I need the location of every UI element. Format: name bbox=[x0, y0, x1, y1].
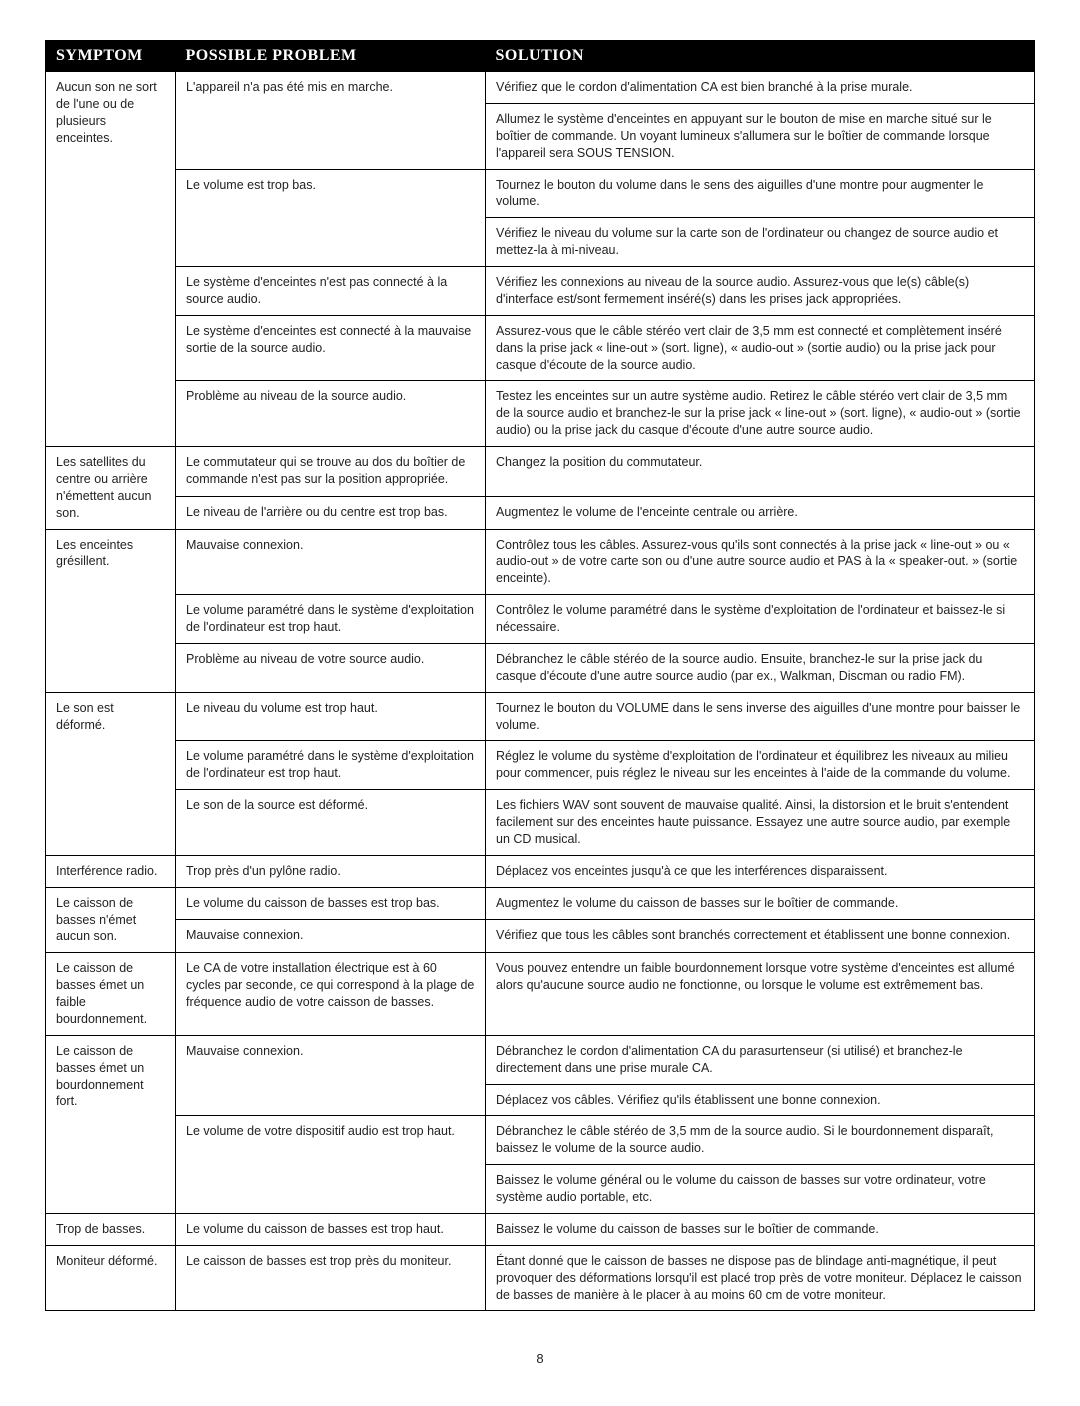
solution-cell: Débranchez le câble stéréo de 3,5 mm de … bbox=[486, 1116, 1035, 1165]
problem-cell: Le niveau de l'arrière ou du centre est … bbox=[176, 496, 486, 529]
table-row: Mauvaise connexion.Vérifiez que tous les… bbox=[46, 920, 1035, 953]
table-row: Interférence radio.Trop près d'un pylône… bbox=[46, 855, 1035, 887]
symptom-cell: Interférence radio. bbox=[46, 855, 176, 887]
problem-cell: Le commutateur qui se trouve au dos du b… bbox=[176, 447, 486, 497]
table-row: Trop de basses.Le volume du caisson de b… bbox=[46, 1213, 1035, 1245]
problem-cell: Le système d'enceintes n'est pas connect… bbox=[176, 267, 486, 316]
solution-cell: Vérifiez le niveau du volume sur la cart… bbox=[486, 218, 1035, 267]
solution-cell: Changez la position du commutateur. bbox=[486, 447, 1035, 497]
solution-cell: Contrôlez tous les câbles. Assurez-vous … bbox=[486, 529, 1035, 595]
symptom-cell: Les enceintes grésillent. bbox=[46, 529, 176, 692]
problem-cell: Le système d'enceintes est connecté à la… bbox=[176, 315, 486, 381]
solution-cell: Vérifiez que tous les câbles sont branch… bbox=[486, 920, 1035, 953]
solution-cell: Débranchez le cordon d'alimentation CA d… bbox=[486, 1035, 1035, 1084]
header-symptom: SYMPTOM bbox=[46, 41, 176, 72]
problem-cell: Le caisson de basses est trop près du mo… bbox=[176, 1245, 486, 1311]
problem-cell: Mauvaise connexion. bbox=[176, 529, 486, 595]
solution-cell: Les fichiers WAV sont souvent de mauvais… bbox=[486, 790, 1035, 856]
solution-cell: Vous pouvez entendre un faible bourdonne… bbox=[486, 953, 1035, 1036]
solution-cell: Étant donné que le caisson de basses ne … bbox=[486, 1245, 1035, 1311]
troubleshooting-table: SYMPTOM POSSIBLE PROBLEM SOLUTION Aucun … bbox=[45, 40, 1035, 1311]
table-row: Le son de la source est déformé.Les fich… bbox=[46, 790, 1035, 856]
table-row: Les satellites du centre ou arrière n'ém… bbox=[46, 447, 1035, 497]
solution-cell: Assurez-vous que le câble stéréo vert cl… bbox=[486, 315, 1035, 381]
solution-cell: Tournez le bouton du volume dans le sens… bbox=[486, 169, 1035, 218]
symptom-cell: Le caisson de basses n'émet aucun son. bbox=[46, 887, 176, 953]
table-row: Problème au niveau de votre source audio… bbox=[46, 643, 1035, 692]
table-row: Le volume est trop bas.Tournez le bouton… bbox=[46, 169, 1035, 218]
table-row: Les enceintes grésillent.Mauvaise connex… bbox=[46, 529, 1035, 595]
solution-cell: Baissez le volume général ou le volume d… bbox=[486, 1165, 1035, 1214]
solution-cell: Débranchez le câble stéréo de la source … bbox=[486, 643, 1035, 692]
problem-cell: Le volume du caisson de basses est trop … bbox=[176, 887, 486, 920]
solution-cell: Vérifiez que le cordon d'alimentation CA… bbox=[486, 72, 1035, 104]
header-problem: POSSIBLE PROBLEM bbox=[176, 41, 486, 72]
table-row: Le volume de votre dispositif audio est … bbox=[46, 1116, 1035, 1165]
symptom-cell: Moniteur déformé. bbox=[46, 1245, 176, 1311]
problem-cell: Le volume paramétré dans le système d'ex… bbox=[176, 595, 486, 644]
problem-cell: Le volume du caisson de basses est trop … bbox=[176, 1213, 486, 1245]
table-row: Le volume paramétré dans le système d'ex… bbox=[46, 741, 1035, 790]
problem-cell: Mauvaise connexion. bbox=[176, 1035, 486, 1116]
symptom-cell: Les satellites du centre ou arrière n'ém… bbox=[46, 447, 176, 530]
problem-cell: Trop près d'un pylône radio. bbox=[176, 855, 486, 887]
table-row: Aucun son ne sort de l'une ou de plusieu… bbox=[46, 72, 1035, 104]
symptom-cell: Le caisson de basses émet un faible bour… bbox=[46, 953, 176, 1036]
problem-cell: Le son de la source est déformé. bbox=[176, 790, 486, 856]
problem-cell: Le CA de votre installation électrique e… bbox=[176, 953, 486, 1036]
problem-cell: Problème au niveau de votre source audio… bbox=[176, 643, 486, 692]
solution-cell: Allumez le système d'enceintes en appuya… bbox=[486, 103, 1035, 169]
table-row: Le caisson de basses émet un faible bour… bbox=[46, 953, 1035, 1036]
table-row: Le son est déformé.Le niveau du volume e… bbox=[46, 692, 1035, 741]
header-solution: SOLUTION bbox=[486, 41, 1035, 72]
solution-cell: Baissez le volume du caisson de basses s… bbox=[486, 1213, 1035, 1245]
solution-cell: Augmentez le volume de l'enceinte centra… bbox=[486, 496, 1035, 529]
solution-cell: Augmentez le volume du caisson de basses… bbox=[486, 887, 1035, 920]
solution-cell: Vérifiez les connexions au niveau de la … bbox=[486, 267, 1035, 316]
table-row: Le caisson de basses n'émet aucun son.Le… bbox=[46, 887, 1035, 920]
problem-cell: Le volume paramétré dans le système d'ex… bbox=[176, 741, 486, 790]
solution-cell: Tournez le bouton du VOLUME dans le sens… bbox=[486, 692, 1035, 741]
solution-cell: Contrôlez le volume paramétré dans le sy… bbox=[486, 595, 1035, 644]
solution-cell: Déplacez vos câbles. Vérifiez qu'ils éta… bbox=[486, 1084, 1035, 1116]
symptom-cell: Aucun son ne sort de l'une ou de plusieu… bbox=[46, 72, 176, 447]
solution-cell: Déplacez vos enceintes jusqu'à ce que le… bbox=[486, 855, 1035, 887]
problem-cell: Problème au niveau de la source audio. bbox=[176, 381, 486, 447]
page-number: 8 bbox=[45, 1351, 1035, 1366]
solution-cell: Testez les enceintes sur un autre systèm… bbox=[486, 381, 1035, 447]
symptom-cell: Le son est déformé. bbox=[46, 692, 176, 855]
problem-cell: Mauvaise connexion. bbox=[176, 920, 486, 953]
problem-cell: L'appareil n'a pas été mis en marche. bbox=[176, 72, 486, 170]
solution-cell: Réglez le volume du système d'exploitati… bbox=[486, 741, 1035, 790]
problem-cell: Le volume est trop bas. bbox=[176, 169, 486, 267]
table-row: Problème au niveau de la source audio.Te… bbox=[46, 381, 1035, 447]
symptom-cell: Le caisson de basses émet un bourdonneme… bbox=[46, 1035, 176, 1213]
problem-cell: Le niveau du volume est trop haut. bbox=[176, 692, 486, 741]
symptom-cell: Trop de basses. bbox=[46, 1213, 176, 1245]
table-row: Le système d'enceintes est connecté à la… bbox=[46, 315, 1035, 381]
table-row: Moniteur déformé.Le caisson de basses es… bbox=[46, 1245, 1035, 1311]
table-row: Le niveau de l'arrière ou du centre est … bbox=[46, 496, 1035, 529]
table-row: Le système d'enceintes n'est pas connect… bbox=[46, 267, 1035, 316]
table-row: Le caisson de basses émet un bourdonneme… bbox=[46, 1035, 1035, 1084]
problem-cell: Le volume de votre dispositif audio est … bbox=[176, 1116, 486, 1214]
table-row: Le volume paramétré dans le système d'ex… bbox=[46, 595, 1035, 644]
